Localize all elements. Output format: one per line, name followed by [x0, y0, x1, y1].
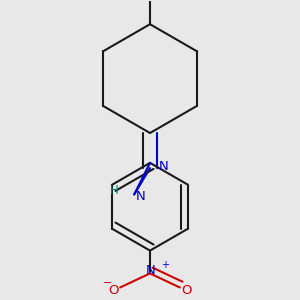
Text: −: − [103, 278, 113, 288]
Text: N: N [136, 190, 146, 203]
Text: O: O [108, 284, 119, 298]
Text: N: N [146, 264, 156, 277]
Text: N: N [159, 160, 169, 173]
Text: +: + [161, 260, 169, 270]
Text: O: O [182, 284, 192, 298]
Text: H: H [110, 184, 118, 197]
